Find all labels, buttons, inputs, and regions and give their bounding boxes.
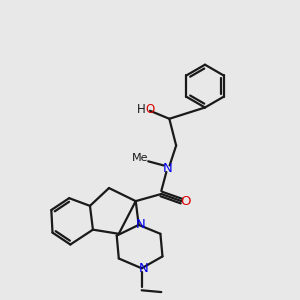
Text: N: N <box>162 162 172 175</box>
Text: H: H <box>137 103 146 116</box>
Text: N: N <box>135 218 145 231</box>
Text: N: N <box>138 262 148 275</box>
Text: O: O <box>146 103 154 116</box>
Text: O: O <box>180 195 190 208</box>
Text: Me: Me <box>132 153 148 163</box>
